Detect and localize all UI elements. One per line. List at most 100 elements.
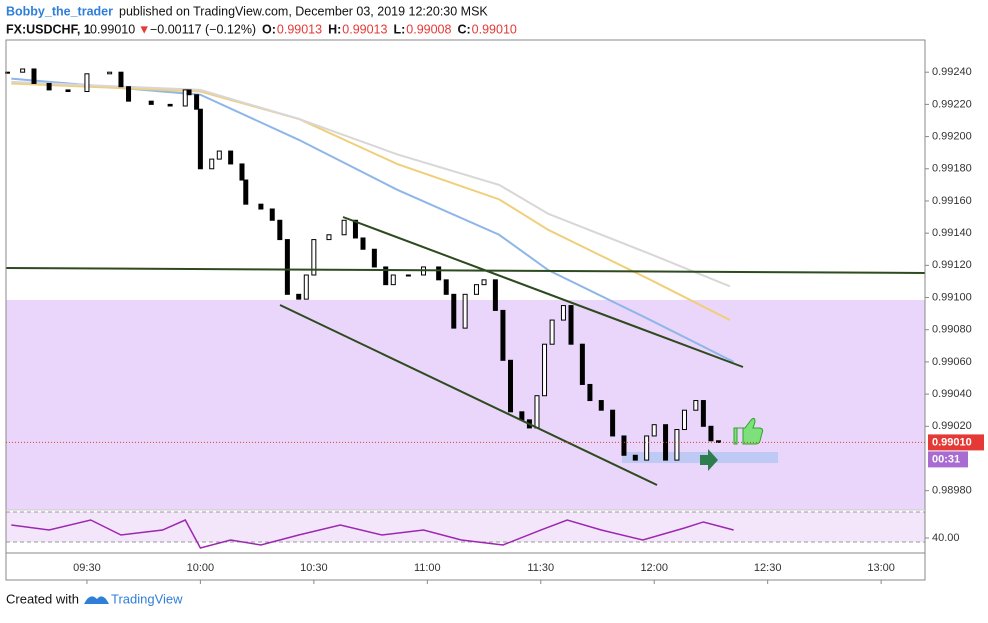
candle: [644, 435, 650, 461]
candle: [542, 343, 548, 397]
candle: [681, 409, 687, 431]
y-tick-label: 0.99200: [932, 130, 972, 142]
candle: [269, 208, 275, 221]
channel-bottom: [279, 304, 658, 486]
rsi-line: [11, 519, 734, 549]
x-tick-label: 12:00: [640, 562, 668, 574]
x-tick-label: 11:00: [414, 562, 441, 574]
y-tick-label: 0.98980: [932, 485, 972, 497]
rsi-tick-label: 40.00: [932, 532, 960, 544]
candle: [167, 103, 173, 107]
candle: [65, 89, 71, 93]
candle: [284, 239, 290, 295]
candle: [708, 425, 714, 442]
candle: [405, 274, 411, 277]
y-tick-label: 0.99060: [932, 356, 972, 368]
x-tick-label: 10:00: [187, 562, 215, 574]
y-tick-label: 0.99040: [932, 388, 972, 400]
candle: [579, 343, 585, 385]
y-tick-label: 0.99220: [932, 98, 972, 110]
candle: [443, 279, 449, 295]
candle: [371, 248, 377, 268]
candle: [296, 293, 302, 300]
zone: [6, 300, 925, 510]
channel-top: [342, 216, 744, 368]
change: −0.00117 (−0.12%): [150, 22, 256, 36]
y-tick-label: 0.99140: [932, 227, 972, 239]
footer-text: Created with: [6, 591, 79, 606]
footer-brand[interactable]: TradingView: [111, 591, 183, 606]
candle: [209, 158, 215, 170]
candle: [568, 305, 574, 345]
candle: [519, 411, 525, 421]
x-tick-label: 13:00: [867, 562, 895, 574]
candle: [326, 234, 332, 241]
candle: [118, 71, 124, 88]
candle: [341, 219, 347, 236]
candle: [383, 266, 389, 286]
candle: [182, 89, 188, 107]
candle: [352, 219, 358, 239]
candle: [277, 219, 283, 241]
candle: [239, 163, 245, 181]
change-arrow: ▼: [138, 22, 150, 36]
candle: [560, 305, 566, 321]
candle: [186, 89, 192, 96]
author[interactable]: Bobby_the_trader: [6, 4, 113, 18]
candle: [462, 293, 468, 329]
candle: [31, 68, 37, 84]
y-tick-label: 0.99180: [932, 163, 972, 175]
ohlc-value: 0.99010: [472, 22, 517, 36]
frame: [5, 39, 926, 581]
candle: [84, 73, 90, 93]
candle: [700, 400, 706, 427]
candle: [258, 203, 264, 210]
candle: [549, 319, 555, 345]
candle: [451, 293, 457, 329]
ohlc-value: 0.99013: [342, 22, 387, 36]
candle: [126, 86, 132, 102]
y-tick-label: 0.99020: [932, 420, 972, 432]
candle: [46, 82, 52, 91]
candle: [632, 454, 638, 461]
candle: [598, 400, 604, 411]
candle: [508, 359, 514, 413]
x-tick-label: 09:30: [73, 562, 101, 574]
price-label: 0.99010: [932, 436, 972, 448]
arrow-icon: [700, 449, 718, 471]
countdown: 00:31: [932, 453, 960, 465]
candle: [674, 429, 680, 461]
ohlc-label: H:: [328, 22, 341, 36]
y-tick-label: 0.99080: [932, 324, 972, 336]
candle: [473, 284, 479, 295]
published: published on TradingView.com, December 0…: [119, 4, 488, 18]
candle: [148, 100, 154, 105]
logo: [84, 596, 109, 604]
candle: [693, 400, 699, 411]
ohlc-value: 0.99008: [406, 22, 451, 36]
thumb-icon: [733, 417, 764, 445]
candle: [651, 424, 657, 437]
candle: [228, 150, 234, 165]
candle: [500, 309, 506, 361]
candle: [243, 179, 249, 205]
candle: [197, 108, 203, 170]
ohlc-label: C:: [457, 22, 470, 36]
symbol: FX:USDCHF, 1: [6, 22, 91, 36]
moving-average: [11, 80, 731, 288]
candle: [436, 266, 442, 281]
candle: [20, 68, 26, 73]
x-tick-label: 10:30: [300, 562, 328, 574]
ohlc: O: 0.99013 H: 0.99013 L: 0.99008 C: 0.99010: [262, 22, 517, 36]
countdown-bg: [928, 451, 968, 468]
candle: [610, 409, 616, 437]
candle: [621, 435, 627, 456]
last-price: 0.99010: [90, 22, 135, 36]
candle: [107, 71, 113, 75]
candle: [303, 274, 309, 300]
candle: [216, 150, 222, 160]
ohlc-value: 0.99013: [277, 22, 322, 36]
ohlc-label: O:: [262, 22, 276, 36]
